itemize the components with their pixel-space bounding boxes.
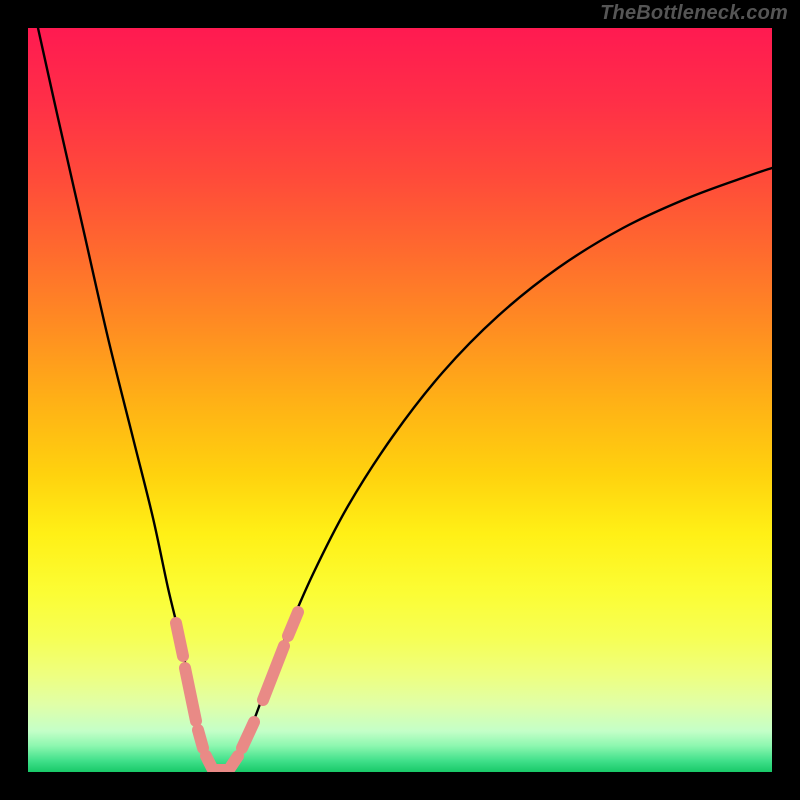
bottleneck-curve-chart: [28, 28, 772, 772]
chart-plot-area: [28, 28, 772, 772]
curve-marker: [206, 756, 212, 768]
curve-marker: [176, 623, 183, 656]
chart-background: [28, 28, 772, 772]
curve-marker: [198, 730, 203, 748]
watermark-label: TheBottleneck.com: [600, 2, 788, 25]
curve-marker: [230, 756, 238, 768]
